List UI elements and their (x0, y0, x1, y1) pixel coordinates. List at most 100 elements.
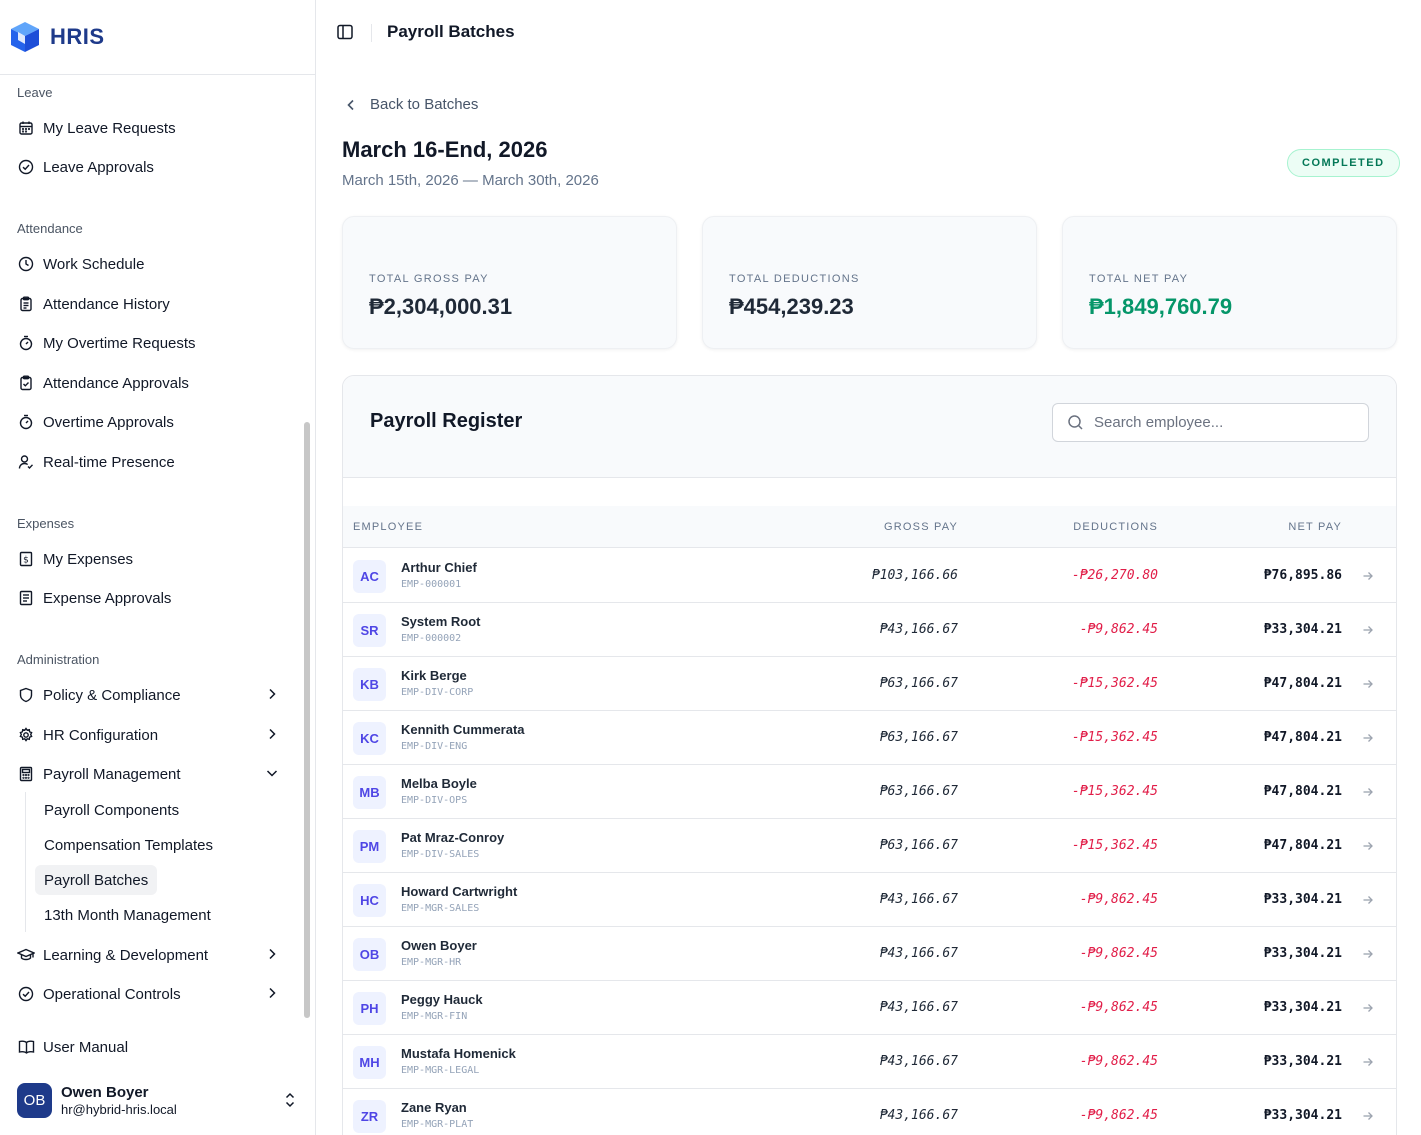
hris-logo-icon (11, 22, 39, 52)
employee-code: EMP-MGR-LEGAL (401, 1065, 480, 1076)
user-email: hr@hybrid-hris.local (61, 1101, 177, 1117)
table-row[interactable]: KB Kirk Berge EMP-DIV-CORP ₱63,166.67 -₱15,3… (343, 657, 1396, 711)
deductions-value: -₱9,862.45 (1079, 1108, 1158, 1123)
sidebar-item-label: Attendance Approvals (43, 374, 189, 392)
table-header: EMPLOYEE GROSS PAY DEDUCTIONS NET PAY (343, 506, 1396, 548)
employee-name: Kirk Berge (401, 668, 467, 683)
sidebar-subitem-13th-month[interactable]: 13th Month Management (44, 906, 211, 924)
page-breadcrumb-title: Payroll Batches (387, 22, 515, 41)
sidebar-subitem-payroll-components[interactable]: Payroll Components (44, 801, 180, 819)
card-label: TOTAL GROSS PAY (369, 273, 489, 285)
submenu-guide-line (25, 792, 26, 932)
employee-code: EMP-MGR-FIN (401, 1011, 468, 1022)
user-name: Owen Boyer (61, 1083, 149, 1101)
arrow-right-icon[interactable] (1362, 1110, 1374, 1122)
sidebar-nav: Leave My Leave Requests Leave Approvals … (0, 76, 300, 1024)
employee-avatar: ZR (353, 1100, 386, 1133)
col-deductions[interactable]: DEDUCTIONS (1073, 521, 1158, 533)
table-row[interactable]: AC Arthur Chief EMP-000001 ₱103,166.66 -₱26,… (343, 549, 1396, 603)
employee-name: Zane Ryan (401, 1100, 467, 1115)
col-net-pay[interactable]: NET PAY (1288, 521, 1342, 533)
sidebar-item-label: Payroll Management (43, 765, 181, 783)
sidebar-item-policy-compliance[interactable]: Policy & Compliance (17, 680, 287, 710)
arrow-right-icon[interactable] (1362, 948, 1374, 960)
sidebar-item-my-leave-requests[interactable]: My Leave Requests (17, 113, 287, 143)
topbar: Payroll Batches (316, 0, 1421, 66)
sidebar-item-attendance-history[interactable]: Attendance History (17, 289, 287, 319)
chevron-left-icon (347, 99, 354, 110)
search-field[interactable] (1052, 403, 1369, 442)
user-menu[interactable]: OB Owen Boyer hr@hybrid-hris.local (17, 1079, 302, 1121)
sidebar-item-my-expenses[interactable]: $ My Expenses (17, 544, 287, 574)
employee-name: Mustafa Homenick (401, 1046, 516, 1061)
arrow-right-icon[interactable] (1362, 1002, 1374, 1014)
sidebar-item-payroll-management[interactable]: Payroll Management (17, 759, 287, 789)
table-row[interactable]: ZR Zane Ryan EMP-MGR-PLAT ₱43,166.67 -₱9,862… (343, 1089, 1396, 1135)
avatar: OB (17, 1082, 52, 1118)
sidebar-item-label: Operational Controls (43, 985, 181, 1003)
search-input[interactable] (1094, 414, 1344, 431)
arrow-right-icon[interactable] (1362, 840, 1374, 852)
gear-icon (17, 726, 35, 744)
back-to-batches-link[interactable]: Back to Batches (344, 96, 478, 113)
sidebar-subitem-payroll-batches[interactable]: Payroll Batches (35, 865, 158, 895)
card-label: TOTAL NET PAY (1089, 273, 1189, 285)
timer-icon (17, 413, 35, 431)
sidebar-item-label: Real-time Presence (43, 453, 175, 471)
col-gross-pay[interactable]: GROSS PAY (884, 521, 958, 533)
net-pay-value: ₱33,304.21 (1263, 1054, 1342, 1069)
employee-name: Arthur Chief (401, 560, 477, 575)
sidebar-item-learning-development[interactable]: Learning & Development (17, 940, 287, 970)
gross-pay-value: ₱63,166.67 (879, 784, 958, 799)
table-row[interactable]: PH Peggy Hauck EMP-MGR-FIN ₱43,166.67 -₱9,86… (343, 981, 1396, 1035)
employee-code: EMP-000001 (401, 579, 462, 590)
arrow-right-icon[interactable] (1362, 786, 1374, 798)
table-row[interactable]: OB Owen Boyer EMP-MGR-HR ₱43,166.67 -₱9,862.… (343, 927, 1396, 981)
col-employee[interactable]: EMPLOYEE (353, 521, 424, 533)
table-row[interactable]: HC Howard Cartwright EMP-MGR-SALES ₱43,166.… (343, 873, 1396, 927)
page-date-range: March 15th, 2026 — March 30th, 2026 (342, 172, 599, 189)
arrow-right-icon[interactable] (1362, 678, 1374, 690)
clipboard-icon (17, 295, 35, 313)
summary-card-net: TOTAL NET PAY ₱1,849,760.79 (1062, 216, 1397, 349)
brand-name: HRIS (50, 24, 105, 49)
sidebar-subitem-compensation-templates[interactable]: Compensation Templates (44, 836, 213, 854)
sidebar-item-work-schedule[interactable]: Work Schedule (17, 249, 287, 279)
sidebar-item-my-overtime-requests[interactable]: My Overtime Requests (17, 328, 287, 358)
sidebar-item-attendance-approvals[interactable]: Attendance Approvals (17, 368, 287, 398)
sidebar-scrollbar[interactable] (304, 422, 310, 1018)
sidebar-item-user-manual[interactable]: User Manual (17, 1032, 287, 1062)
sidebar-item-overtime-approvals[interactable]: Overtime Approvals (17, 407, 287, 437)
brand[interactable]: HRIS (0, 0, 315, 75)
table-row[interactable]: KC Kennith Cummerata EMP-DIV-ENG ₱63,166.67… (343, 711, 1396, 765)
table-row[interactable]: PM Pat Mraz-Conroy EMP-DIV-SALES ₱63,166.67… (343, 819, 1396, 873)
sidebar-item-operational-controls[interactable]: Operational Controls (17, 979, 287, 1009)
table-body: AC Arthur Chief EMP-000001 ₱103,166.66 -₱26,… (343, 549, 1396, 1135)
sidebar-item-hr-configuration[interactable]: HR Configuration (17, 720, 287, 750)
employee-avatar: KB (353, 668, 386, 701)
sidebar-item-realtime-presence[interactable]: Real-time Presence (17, 447, 287, 477)
arrow-right-icon[interactable] (1362, 732, 1374, 744)
card-value: ₱454,239.23 (729, 294, 854, 319)
section-label-administration: Administration (17, 652, 100, 667)
employee-name: Kennith Cummerata (401, 722, 525, 737)
net-pay-value: ₱33,304.21 (1263, 892, 1342, 907)
calendar-icon (17, 119, 35, 137)
section-label-leave: Leave (17, 85, 53, 100)
arrow-right-icon[interactable] (1362, 624, 1374, 636)
table-row[interactable]: MB Melba Boyle EMP-DIV-OPS ₱63,166.67 -₱15,3… (343, 765, 1396, 819)
section-label-expenses: Expenses (17, 516, 75, 531)
arrow-right-icon[interactable] (1362, 1056, 1374, 1068)
table-row[interactable]: SR System Root EMP-000002 ₱43,166.67 -₱9,862… (343, 603, 1396, 657)
sidebar-item-label: My Expenses (43, 550, 134, 568)
table-row[interactable]: MH Mustafa Homenick EMP-MGR-LEGAL ₱43,166.6… (343, 1035, 1396, 1089)
sidebar-toggle-icon[interactable] (336, 23, 354, 41)
gross-pay-value: ₱43,166.67 (879, 622, 958, 637)
timer-icon (17, 334, 35, 352)
arrow-right-icon[interactable] (1362, 894, 1374, 906)
sidebar-item-leave-approvals[interactable]: Leave Approvals (17, 152, 287, 182)
sidebar: HRIS Leave My Leave Requests Leave Appro… (0, 0, 316, 1135)
arrow-right-icon[interactable] (1362, 570, 1374, 582)
employee-avatar: KC (353, 722, 386, 755)
sidebar-item-expense-approvals[interactable]: Expense Approvals (17, 583, 287, 613)
